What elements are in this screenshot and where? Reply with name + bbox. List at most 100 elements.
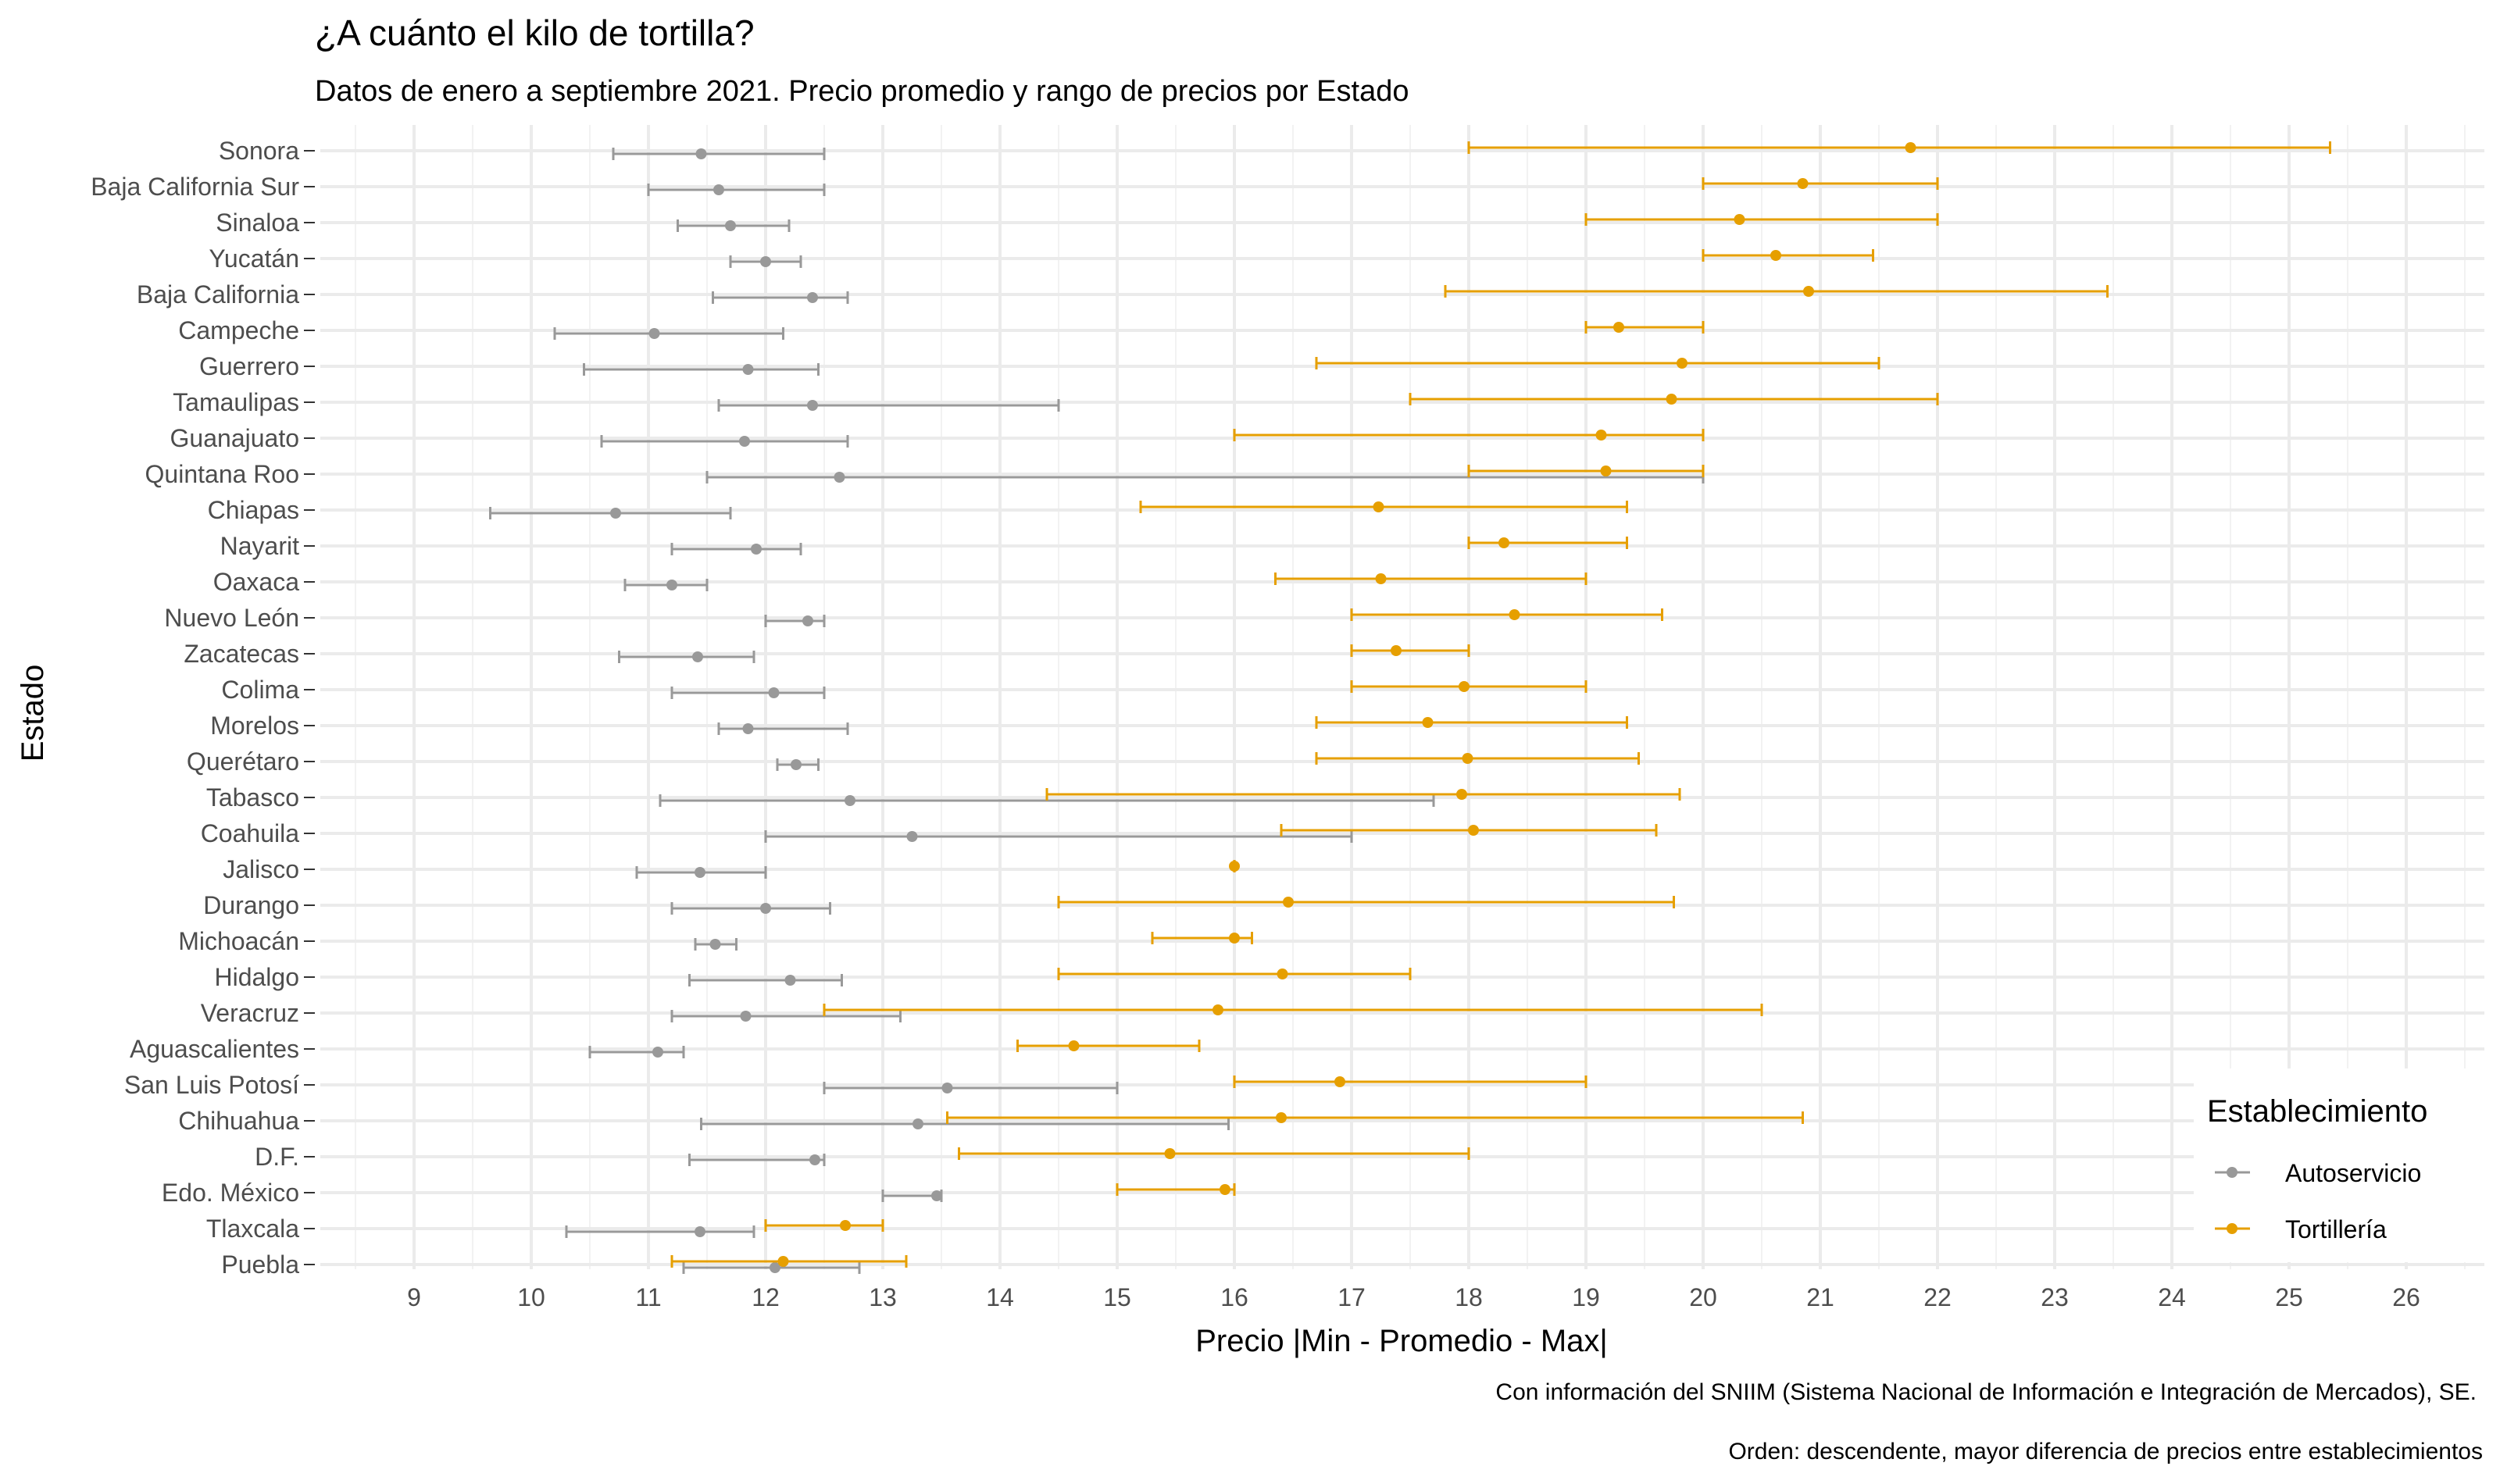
mean-point-autoservicio-zacatecas: [692, 651, 703, 662]
x-tick-label: 16: [1220, 1283, 1248, 1311]
x-tick-label: 14: [986, 1283, 1014, 1311]
y-label-coahuila: Coahuila: [201, 819, 300, 847]
x-tick-label: 26: [2392, 1283, 2420, 1311]
mean-point-tortilleria-colima: [1459, 681, 1470, 692]
caption-source: Con información del SNIIM (Sistema Nacio…: [1495, 1379, 2477, 1405]
y-label-san-luis-potosi: San Luis Potosí: [124, 1071, 299, 1099]
mean-point-autoservicio-michoacan: [709, 939, 721, 950]
legend-background: [2194, 1068, 2500, 1262]
x-tick-label: 13: [869, 1283, 897, 1311]
y-label-d-f: D.F.: [255, 1143, 299, 1171]
mean-point-tortilleria-morelos: [1422, 717, 1434, 728]
series-autoservicio: [489, 148, 1705, 1274]
x-tick-label: 17: [1338, 1283, 1366, 1311]
mean-point-autoservicio-veracruz: [740, 1011, 752, 1022]
y-label-guerrero: Guerrero: [199, 352, 299, 380]
mean-point-autoservicio-yucatan: [760, 256, 771, 267]
mean-point-tortilleria-puebla: [777, 1256, 789, 1267]
grid: [320, 125, 2484, 1269]
mean-point-autoservicio-tamaulipas: [807, 400, 818, 411]
x-tick-label: 21: [1806, 1283, 1834, 1311]
y-label-guanajuato: Guanajuato: [170, 424, 299, 452]
legend-key-autoservicio: [2215, 1167, 2250, 1178]
mean-point-autoservicio-puebla: [770, 1262, 780, 1273]
mean-point-autoservicio-baja-california: [807, 292, 818, 303]
mean-point-tortilleria-jalisco: [1229, 861, 1240, 872]
y-label-tamaulipas: Tamaulipas: [173, 388, 299, 416]
mean-point-tortilleria-yucatan: [1770, 250, 1781, 261]
y-label-durango: Durango: [203, 891, 299, 919]
legend-label-tortilleria: Tortillería: [2285, 1215, 2387, 1243]
y-axis-labels: Sonora Baja California Sur Sinaloa Yucatán B…: [91, 137, 315, 1279]
y-label-queretaro: Querétaro: [187, 747, 299, 776]
mean-point-autoservicio-sinaloa: [725, 220, 736, 231]
mean-point-autoservicio-hidalgo: [784, 975, 796, 986]
mean-point-tortilleria-san-luis-potosi: [1334, 1076, 1345, 1087]
y-label-hidalgo: Hidalgo: [214, 963, 299, 991]
mean-point-tortilleria-quintana-roo: [1600, 466, 1612, 476]
data-marks: [489, 141, 2331, 1274]
mean-point-tortilleria-d-f: [1164, 1148, 1176, 1159]
mean-point-autoservicio-edo-mexico: [931, 1190, 942, 1201]
mean-point-tortilleria-zacatecas: [1391, 645, 1402, 656]
mean-point-autoservicio-chihuahua: [912, 1118, 923, 1129]
y-label-colima: Colima: [221, 676, 299, 704]
y-label-sinaloa: Sinaloa: [216, 209, 299, 237]
mean-point-autoservicio-durango: [760, 903, 771, 914]
mean-point-tortilleria-chihuahua: [1276, 1112, 1287, 1123]
mean-point-tortilleria-guanajuato: [1595, 430, 1607, 441]
y-label-nuevo-leon: Nuevo León: [164, 604, 299, 632]
legend-key-tortilleria: [2215, 1223, 2250, 1234]
mean-point-autoservicio-chiapas: [610, 508, 621, 519]
mean-point-autoservicio-d-f: [809, 1154, 820, 1165]
mean-point-autoservicio-coahuila: [906, 831, 918, 842]
x-tick-label: 20: [1689, 1283, 1717, 1311]
mean-point-autoservicio-san-luis-potosi: [941, 1083, 953, 1093]
x-tick-label: 18: [1455, 1283, 1483, 1311]
mean-point-autoservicio-aguascalientes: [652, 1047, 663, 1058]
x-tick-label: 12: [752, 1283, 780, 1311]
mean-point-tortilleria-edo-mexico: [1220, 1184, 1230, 1195]
mean-point-autoservicio-nuevo-leon: [802, 615, 813, 626]
x-tick-label: 11: [635, 1283, 661, 1311]
y-label-yucatan: Yucatán: [209, 244, 299, 273]
x-axis-ticks: 9 10 11 12 13 14 15 16 17 18 19 20 21 22 23 24 25 26: [407, 1283, 2420, 1311]
y-label-nayarit: Nayarit: [220, 532, 299, 560]
mean-point-tortilleria-michoacan: [1229, 933, 1240, 944]
mean-point-tortilleria-baja-california: [1803, 286, 1814, 297]
mean-point-autoservicio-colima: [768, 687, 780, 698]
x-tick-label: 23: [2041, 1283, 2069, 1311]
y-label-campeche: Campeche: [178, 316, 299, 344]
series-tortilleria: [670, 141, 2331, 1268]
mean-point-tortilleria-oaxaca: [1375, 573, 1387, 584]
legend-label-autoservicio: Autoservicio: [2285, 1159, 2421, 1187]
y-label-veracruz: Veracruz: [201, 999, 299, 1027]
y-axis-title: Estado: [16, 665, 50, 762]
mean-point-tortilleria-chiapas: [1373, 501, 1384, 512]
x-axis-title: Precio |Min - Promedio - Max|: [1195, 1324, 1608, 1358]
mean-point-autoservicio-tlaxcala: [695, 1226, 705, 1237]
mean-point-autoservicio-campeche: [648, 328, 660, 339]
mean-point-tortilleria-sinaloa: [1734, 214, 1745, 225]
x-tick-label: 22: [1923, 1283, 1952, 1311]
y-label-sonora: Sonora: [219, 137, 299, 165]
y-label-michoacan: Michoacán: [178, 927, 299, 955]
mean-point-tortilleria-nuevo-leon: [1509, 609, 1520, 620]
mean-point-tortilleria-nayarit: [1498, 537, 1509, 548]
y-label-puebla: Puebla: [221, 1250, 299, 1279]
mean-point-autoservicio-guerrero: [742, 364, 754, 375]
x-tick-label: 25: [2275, 1283, 2303, 1311]
y-label-quintana-roo: Quintana Roo: [145, 460, 299, 488]
x-tick-label: 10: [517, 1283, 545, 1311]
y-label-aguascalientes: Aguascalientes: [130, 1035, 299, 1063]
mean-point-autoservicio-tabasco: [845, 795, 855, 806]
mean-point-tortilleria-tabasco: [1456, 789, 1467, 800]
mean-point-tortilleria-baja-california-sur: [1797, 178, 1809, 189]
chart-subtitle: Datos de enero a septiembre 2021. Precio…: [315, 75, 1409, 108]
chart-title: ¿A cuánto el kilo de tortilla?: [315, 12, 755, 53]
mean-point-tortilleria-campeche: [1613, 322, 1624, 333]
mean-point-autoservicio-oaxaca: [666, 580, 677, 590]
x-tick-label: 15: [1103, 1283, 1131, 1311]
mean-point-tortilleria-durango: [1283, 897, 1294, 908]
mean-point-tortilleria-aguascalientes: [1068, 1040, 1080, 1051]
